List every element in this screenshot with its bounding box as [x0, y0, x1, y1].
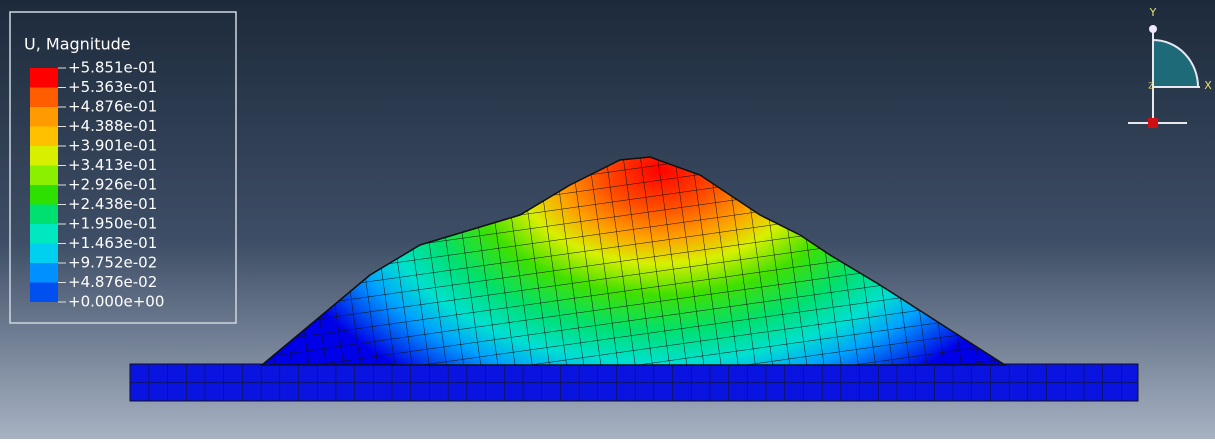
legend-swatch: [30, 185, 58, 205]
legend-label: +9.752e-02: [68, 254, 157, 272]
legend-swatch: [30, 205, 58, 225]
legend-swatch: [30, 88, 58, 108]
legend-label: +4.876e-01: [68, 98, 157, 116]
legend-label: +2.438e-01: [68, 195, 157, 213]
triad-y-label: Y: [1149, 6, 1157, 19]
legend-swatch: [30, 146, 58, 166]
triad-z-label: Z: [1148, 82, 1154, 91]
legend-label: +2.926e-01: [68, 176, 157, 194]
legend-label: +4.388e-01: [68, 117, 157, 135]
legend-title: U, Magnitude: [24, 35, 131, 54]
plate-mesh: [130, 364, 1138, 401]
legend-label: +0.000e+00: [68, 293, 164, 311]
triad-y-tip: [1149, 25, 1157, 33]
legend-label: +3.413e-01: [68, 156, 157, 174]
legend-swatch: [30, 68, 58, 88]
legend-label: +5.851e-01: [68, 59, 157, 77]
legend-label: +1.463e-01: [68, 234, 157, 252]
legend-swatch: [30, 263, 58, 283]
legend-swatch: [30, 224, 58, 244]
triad-x-label: X: [1204, 79, 1212, 92]
legend-label: +3.901e-01: [68, 137, 157, 155]
legend-swatch: [30, 244, 58, 264]
legend-label: +5.363e-01: [68, 78, 157, 96]
triad-origin: [1148, 118, 1158, 128]
legend-swatch: [30, 127, 58, 147]
viewport: U, Magnitude +5.851e-01+5.363e-01 +4.876e…: [0, 0, 1215, 439]
legend-swatch: [30, 283, 58, 303]
legend-label: +1.950e-01: [68, 215, 157, 233]
legend-swatch: [30, 107, 58, 127]
legend-swatch: [30, 166, 58, 186]
legend-label: +4.876e-02: [68, 273, 157, 291]
